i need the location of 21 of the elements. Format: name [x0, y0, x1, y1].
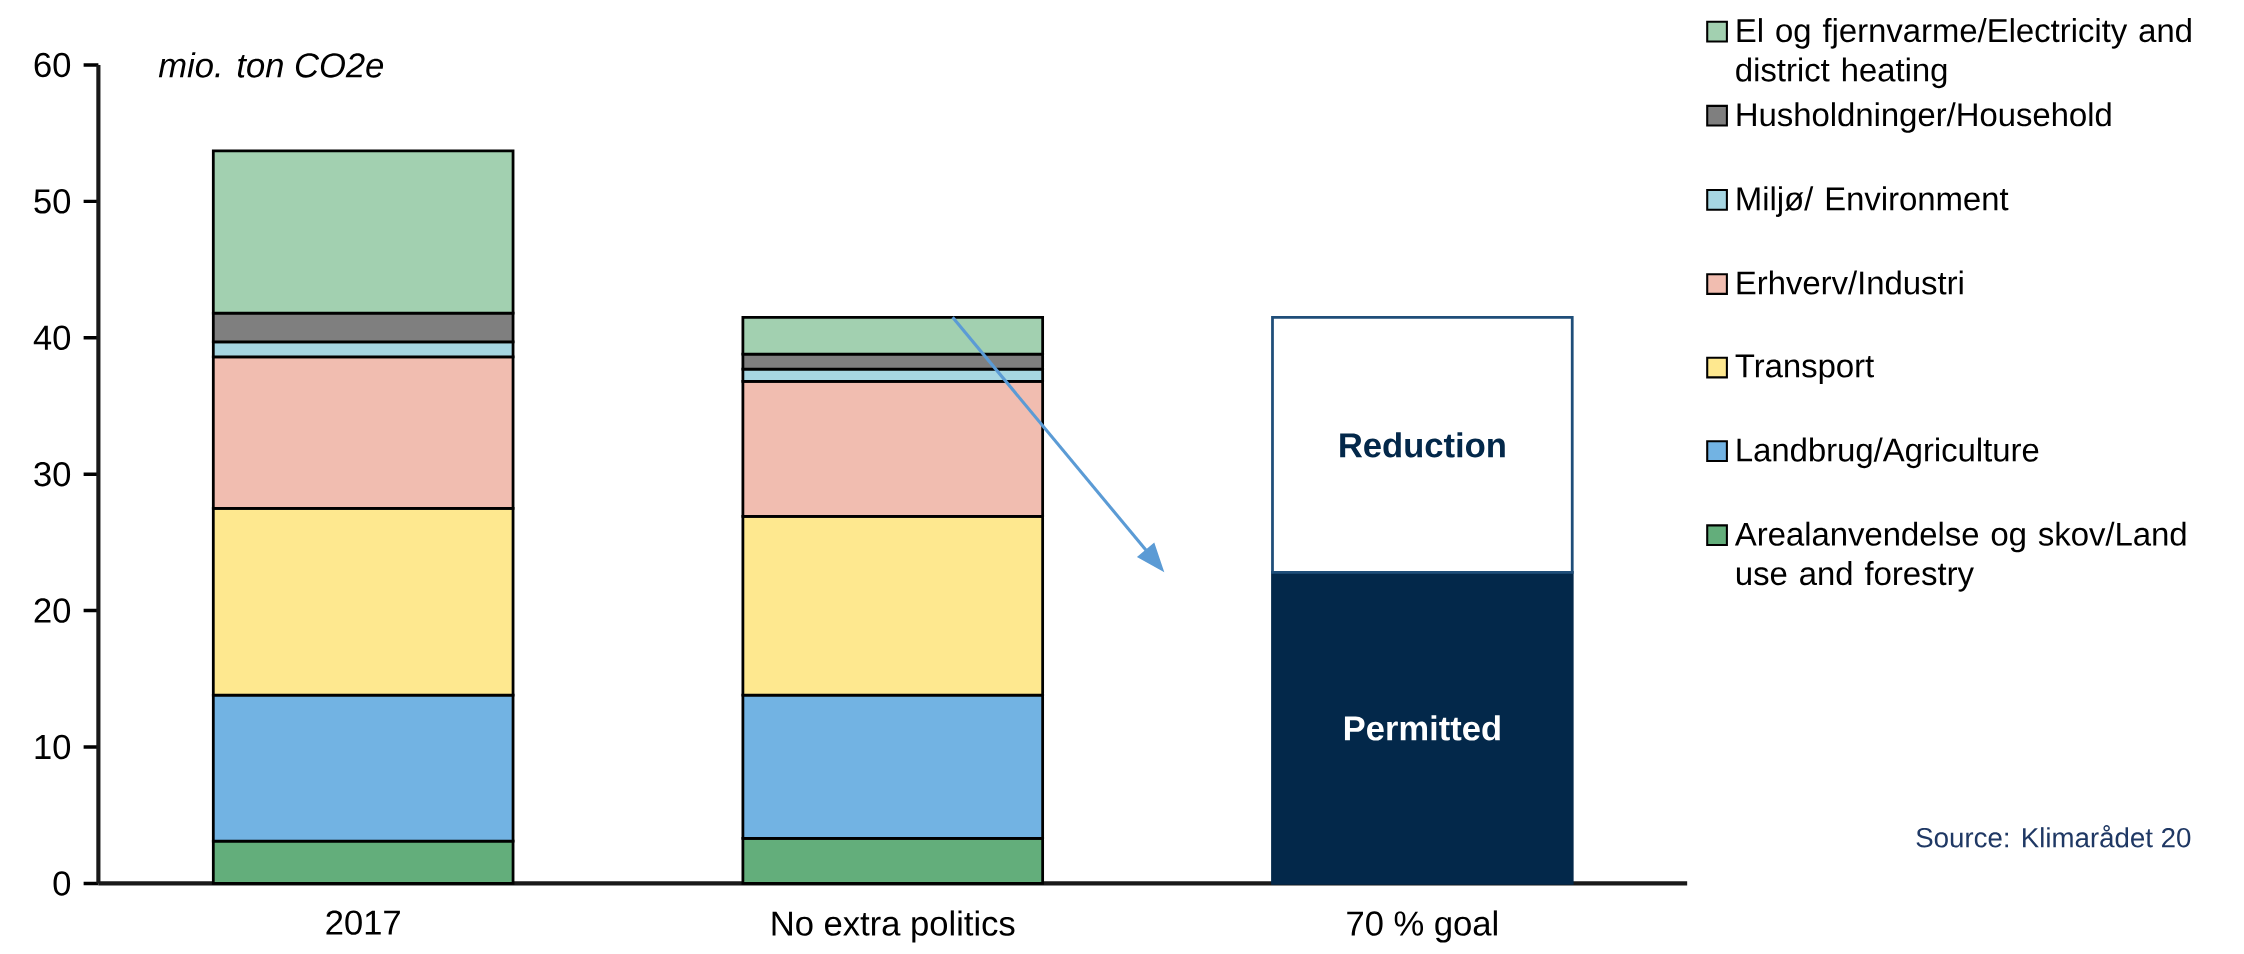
- legend-label: Landbrug/Agriculture: [1737, 437, 2039, 469]
- legend-label: Transport: [1735, 354, 1874, 384]
- legend-label: Miljø/ Environment: [1737, 186, 2009, 217]
- legend-label: Husholdninger/Household: [1737, 102, 2111, 133]
- y-tick-label: 60: [34, 52, 71, 78]
- series-label: Permitted: [1344, 715, 1500, 741]
- y-tick-label: 50: [34, 189, 71, 214]
- y-axis-title: mio. ton CO2e: [158, 52, 384, 78]
- y-tick-label: 10: [35, 734, 71, 760]
- x-tick-label: No extra politics: [772, 910, 1015, 943]
- y-tick-label: 40: [33, 325, 71, 350]
- series-label: Reduction: [1340, 432, 1505, 458]
- legend-label: Arealanvendelse og skov/Land use and forestry: [1734, 521, 2186, 592]
- source-note: Source: Klimarådet 20: [1916, 824, 2191, 848]
- y-tick-label: 20: [34, 598, 71, 623]
- y-tick-label: 30: [34, 461, 71, 487]
- legend-label: El og fjernvarme/Electricity and district heating: [1736, 17, 2191, 89]
- y-tick-label: 0: [53, 871, 71, 896]
- legend-label: Erhverv/Industri: [1737, 270, 1963, 295]
- x-tick-label: 2017: [326, 910, 400, 935]
- x-tick-label: 70 % goal: [1347, 910, 1497, 943]
